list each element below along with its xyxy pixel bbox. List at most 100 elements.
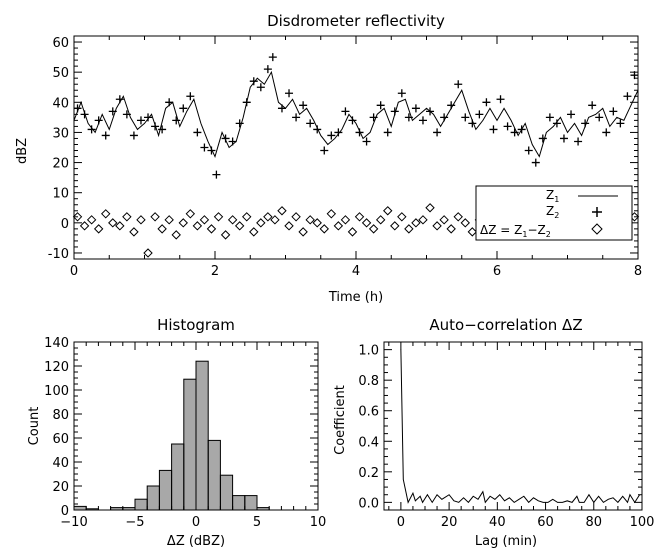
- delta-z-point: [72, 212, 83, 222]
- z2-point: [383, 128, 392, 137]
- delta-z-point: [467, 227, 478, 237]
- legend-plus-symbol: [592, 207, 602, 217]
- z2-point: [268, 53, 277, 62]
- z2-point: [242, 98, 251, 107]
- y-tick-label: 0.8: [358, 374, 379, 389]
- delta-z-point: [93, 224, 104, 234]
- delta-z-point: [347, 227, 358, 237]
- z2-point: [411, 104, 420, 113]
- x-tick-label: 100: [630, 515, 655, 530]
- delta-z-point: [404, 224, 414, 234]
- delta-z-point: [298, 227, 308, 237]
- y-tick-label: 0.4: [358, 435, 379, 450]
- delta-z-point: [220, 230, 231, 240]
- legend-item-z2: Z2: [546, 204, 602, 220]
- y-tick-label: 30: [52, 126, 69, 141]
- histogram-x-label: ΔZ (dBZ): [167, 534, 225, 549]
- z2-point: [334, 128, 343, 137]
- z2-point: [306, 119, 315, 128]
- time-series-panel: Disdrometer reflectivity dBZ Time (h) 0 2…: [15, 12, 642, 305]
- time-series-legend: Z1 Z2 ΔZ = Z1−Z2: [475, 185, 633, 241]
- z2-point: [235, 119, 244, 128]
- y-tick-label: 0.6: [358, 405, 379, 420]
- delta-z-point: [108, 218, 118, 228]
- z2-point: [158, 125, 167, 134]
- x-tick-label: 4: [352, 264, 360, 279]
- z2-point: [115, 95, 124, 104]
- z2-point: [433, 128, 442, 137]
- delta-z-point: [418, 215, 428, 225]
- z2-point: [256, 83, 265, 92]
- legend-item-delta: ΔZ = Z1−Z2: [480, 223, 603, 239]
- delta-z-point: [263, 212, 273, 222]
- y-tick-label: 40: [52, 96, 69, 111]
- z2-point: [200, 143, 209, 152]
- delta-z-point: [115, 221, 125, 231]
- delta-z-point: [390, 221, 400, 231]
- z2-point: [341, 107, 350, 116]
- z2-point: [144, 113, 153, 122]
- z2-point: [327, 131, 336, 140]
- z2-point: [249, 77, 258, 86]
- delta-z-point: [312, 218, 322, 228]
- z2-point: [581, 119, 590, 128]
- z2-point: [426, 107, 435, 116]
- delta-z-point: [460, 218, 470, 228]
- plot-frame: [383, 341, 643, 511]
- z2-point: [489, 125, 498, 134]
- y-tick-label: 140: [44, 336, 69, 351]
- z2-point: [602, 128, 611, 137]
- z2-point: [362, 137, 371, 146]
- delta-z-point: [178, 218, 188, 228]
- delta-z-point: [305, 215, 315, 225]
- time-series-title: Disdrometer reflectivity: [267, 12, 445, 30]
- delta-z-point: [101, 209, 111, 219]
- delta-z-point: [277, 206, 287, 216]
- y-tick-label: 50: [52, 66, 69, 81]
- z2-point: [292, 113, 301, 122]
- x-tick-label: 0: [192, 515, 200, 530]
- autocorrelation-plot: 0 20 40 60 80 100 0.0 0.2 0.4 0.6 0.8 1.0: [358, 341, 655, 530]
- z2-point: [538, 134, 547, 143]
- z2-point: [348, 116, 357, 125]
- z2-point: [404, 113, 413, 122]
- x-tick-label: 0: [70, 264, 78, 279]
- x-tick-label: 0: [397, 515, 405, 530]
- z2-point: [193, 128, 202, 137]
- delta-z-point: [319, 224, 329, 234]
- y-tick-label: 20: [52, 480, 69, 495]
- time-series-y-label: dBZ: [15, 138, 30, 164]
- z2-point: [101, 131, 110, 140]
- z2-point: [165, 98, 174, 107]
- delta-z-point: [333, 221, 344, 231]
- z2-point: [418, 116, 427, 125]
- z2-point: [80, 110, 89, 119]
- legend-item-z1: Z1: [546, 188, 618, 204]
- x-tick-label: −5: [125, 515, 144, 530]
- z2-point: [228, 137, 237, 146]
- autocorrelation-line: [400, 349, 641, 504]
- z2-point: [574, 137, 583, 146]
- delta-z-point: [425, 203, 435, 213]
- z2-point: [545, 113, 554, 122]
- z2-point: [221, 134, 230, 143]
- x-tick-label: 6: [493, 264, 501, 279]
- y-tick-label: 1.0: [358, 344, 379, 359]
- y-tick-label: -10: [48, 247, 69, 262]
- y-tick-label: 0.0: [358, 496, 379, 511]
- delta-z-point: [171, 230, 181, 240]
- delta-z-point: [213, 212, 224, 222]
- z2-point: [108, 107, 117, 116]
- autocorrelation-y-label: Coefficient: [333, 385, 348, 455]
- delta-z-point: [150, 212, 160, 222]
- z2-point: [531, 158, 540, 167]
- x-tick-label: −10: [60, 515, 87, 530]
- delta-z-point: [361, 218, 372, 228]
- z2-point: [390, 107, 399, 116]
- delta-z-point: [206, 224, 217, 234]
- x-tick-label: 60: [537, 515, 554, 530]
- z2-point: [503, 122, 512, 131]
- autocorrelation-x-label: Lag (min): [475, 534, 537, 549]
- delta-z-point: [227, 215, 238, 225]
- z2-point: [94, 116, 103, 125]
